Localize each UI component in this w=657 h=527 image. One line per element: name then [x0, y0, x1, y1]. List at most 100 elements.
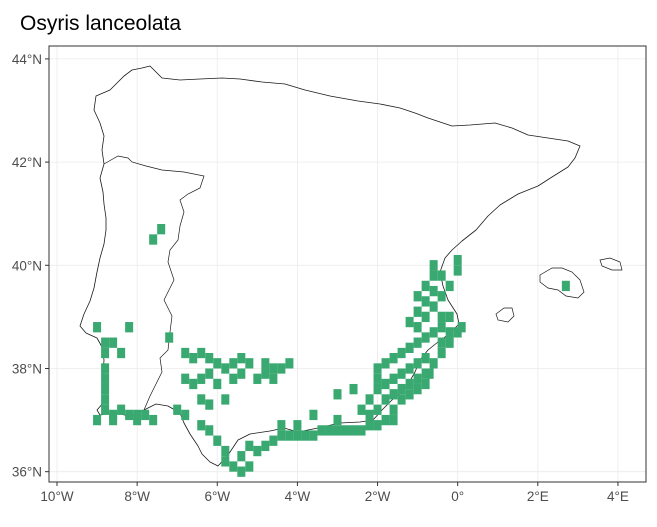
occurrence-cell: [181, 347, 190, 359]
iberian-peninsula-outline: [79, 65, 581, 467]
occurrence-cell: [405, 342, 414, 354]
occurrence-cell: [101, 394, 110, 405]
y-tick-label: 38°N: [12, 361, 42, 376]
occurrence-cell: [125, 409, 134, 421]
occurrence-cell: [421, 296, 430, 307]
occurrence-cell: [453, 265, 462, 276]
occurrence-cell: [213, 435, 222, 446]
occurrence-cell: [221, 445, 230, 457]
occurrence-cell: [189, 378, 198, 390]
occurrence-cell: [429, 270, 438, 281]
occurrence-cell: [413, 373, 422, 384]
occurrence-cell: [237, 466, 246, 477]
occurrence-cell: [373, 420, 382, 431]
occurrence-cell: [285, 358, 294, 369]
occurrence-cell: [165, 332, 174, 343]
occurrence-cell: [205, 425, 214, 436]
y-tick-label: 42°N: [12, 155, 42, 170]
occurrence-cell: [389, 404, 398, 415]
x-tick-label: 4°E: [607, 489, 629, 504]
occurrence-cell: [181, 409, 190, 421]
coastline: [79, 65, 623, 467]
occurrence-cell: [261, 368, 270, 379]
occurrence-cell: [221, 363, 230, 374]
occurrence-cell: [421, 332, 430, 343]
occurrence-cell: [389, 414, 398, 426]
occurrence-cell: [373, 383, 382, 395]
occurrence-cell: [341, 425, 350, 436]
occurrence-cell: [101, 404, 110, 415]
occurrence-cell: [213, 358, 222, 369]
occurrence-cell: [437, 311, 446, 323]
occurrence-cell: [437, 291, 446, 302]
occurrence-cell: [437, 270, 446, 281]
occurrence-cell: [405, 389, 414, 400]
occurrence-cell: [397, 347, 406, 359]
x-tick-label: 10°W: [40, 489, 73, 504]
occurrence-cell: [245, 358, 254, 369]
x-tick-label: 8°W: [124, 489, 150, 504]
occurrence-cell: [357, 425, 366, 436]
occurrence-cell: [101, 363, 110, 374]
occurrence-cell: [229, 358, 238, 369]
x-tick-label: 0°: [451, 489, 464, 504]
occurrence-cell: [381, 378, 390, 390]
occurrence-cell: [413, 291, 422, 302]
occurrence-cell: [157, 224, 166, 235]
occurrence-cell: [421, 353, 430, 364]
occurrence-cell: [397, 368, 406, 379]
occurrence-cell: [437, 347, 446, 359]
x-tick-label: 4°W: [285, 489, 311, 504]
occurrence-cell: [205, 368, 214, 379]
occurrence-cell: [397, 383, 406, 395]
occurrence-cell: [261, 440, 270, 452]
occurrence-cell: [277, 420, 286, 431]
occurrence-cell: [429, 285, 438, 297]
occurrence-cell: [213, 378, 222, 390]
occurrence-cells: [93, 224, 570, 477]
occurrence-cell: [173, 404, 182, 415]
occurrence-cell: [381, 358, 390, 369]
occurrence-cell: [445, 280, 454, 292]
occurrence-cell: [445, 327, 454, 338]
menorca-outline: [599, 257, 623, 271]
occurrence-cell: [333, 414, 342, 426]
occurrence-cell: [93, 322, 102, 333]
occurrence-cell: [333, 389, 342, 400]
occurrence-cell: [381, 414, 390, 426]
occurrence-cell: [293, 420, 302, 431]
occurrence-cell: [101, 337, 110, 348]
occurrence-cell: [421, 368, 430, 379]
occurrence-cell: [237, 353, 246, 364]
occurrence-cell: [457, 322, 466, 333]
occurrence-cell: [277, 363, 286, 374]
occurrence-cell: [269, 435, 278, 446]
occurrence-cell: [293, 430, 302, 441]
occurrence-cell: [101, 383, 110, 395]
occurrence-cell: [253, 373, 262, 384]
occurrence-cell: [333, 425, 342, 436]
occurrence-cell: [109, 414, 118, 426]
occurrence-cell: [405, 378, 414, 390]
occurrence-cell: [453, 254, 462, 266]
occurrence-cell: [253, 445, 262, 457]
occurrence-cell: [437, 322, 446, 333]
occurrence-cell: [413, 306, 422, 317]
occurrence-cell: [413, 337, 422, 348]
occurrence-cell: [149, 234, 158, 245]
x-tick-label: 6°W: [204, 489, 230, 504]
occurrence-cell: [197, 394, 206, 405]
occurrence-cell: [325, 425, 334, 436]
occurrence-cell: [125, 322, 134, 333]
occurrence-cell: [149, 414, 158, 426]
portugal-spain-border: [103, 155, 205, 411]
graticule: [49, 46, 646, 482]
x-tick-label: 2°E: [527, 489, 549, 504]
occurrence-cell: [405, 316, 414, 328]
occurrence-cell: [237, 451, 246, 462]
occurrence-cell: [229, 373, 238, 384]
occurrence-cell: [117, 404, 126, 415]
occurrence-cell: [365, 420, 374, 431]
occurrence-cell: [365, 394, 374, 405]
